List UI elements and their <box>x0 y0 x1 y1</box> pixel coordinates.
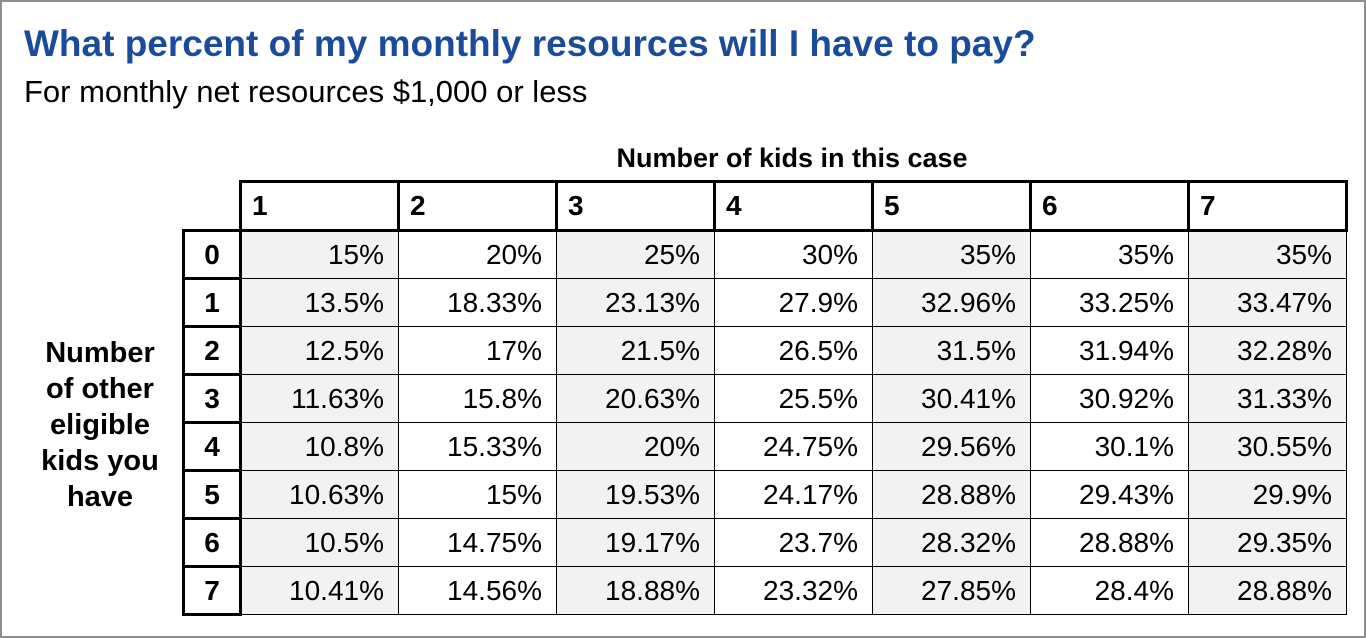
row-header-2: 2 <box>182 325 242 376</box>
table-cell: 10.63% <box>240 470 399 519</box>
table-cell: 23.7% <box>714 518 873 567</box>
table-cell: 29.9% <box>1188 470 1347 519</box>
table-cell: 28.88% <box>1188 566 1347 615</box>
row-header-4: 4 <box>182 421 242 472</box>
table-cell: 23.13% <box>556 278 715 327</box>
table-cell: 13.5% <box>240 278 399 327</box>
table-cell: 27.85% <box>872 566 1031 615</box>
table-cell: 28.4% <box>1030 566 1189 615</box>
table-cell: 15% <box>398 470 557 519</box>
table-cell: 27.9% <box>714 278 873 327</box>
col-header-1: 1 <box>239 180 400 232</box>
table-cell: 32.28% <box>1188 326 1347 375</box>
row-axis-label-line: have <box>66 481 134 513</box>
page-title: What percent of my monthly resources wil… <box>24 23 1036 64</box>
table-cell: 20% <box>556 422 715 471</box>
table-cell: 10.8% <box>240 422 399 471</box>
table-cell: 35% <box>1030 230 1189 279</box>
col-header-2: 2 <box>397 180 558 232</box>
table-cell: 31.5% <box>872 326 1031 375</box>
table-cell: 25% <box>556 230 715 279</box>
row-axis-label: Number of other eligible kids you have <box>18 335 182 515</box>
table-cell: 18.33% <box>398 278 557 327</box>
col-header-5: 5 <box>871 180 1032 232</box>
column-axis-label: Number of kids in this case <box>616 143 968 173</box>
table-cell: 31.33% <box>1188 374 1347 423</box>
table-cell: 30.41% <box>872 374 1031 423</box>
row-header-1: 1 <box>182 277 242 328</box>
table-cell: 21.5% <box>556 326 715 375</box>
row-header-0: 0 <box>182 229 242 280</box>
table-cell: 29.56% <box>872 422 1031 471</box>
row-axis-label-line: of other <box>46 373 154 405</box>
percent-table: 1 2 3 4 5 6 7 0 15% 20% 25% 30% 35% 35% … <box>182 180 1348 616</box>
corner-cell <box>184 182 241 231</box>
col-header-4: 4 <box>713 180 874 232</box>
column-header-row: 1 2 3 4 5 6 7 <box>184 180 1348 232</box>
table-row: 7 10.41% 14.56% 18.88% 23.32% 27.85% 28.… <box>182 565 1347 616</box>
table-cell: 23.32% <box>714 566 873 615</box>
table-cell: 15.33% <box>398 422 557 471</box>
table-cell: 24.75% <box>714 422 873 471</box>
table-cell: 29.35% <box>1188 518 1347 567</box>
row-header-5: 5 <box>182 469 242 520</box>
table-cell: 28.32% <box>872 518 1031 567</box>
table-cell: 11.63% <box>240 374 399 423</box>
table-cell: 28.88% <box>872 470 1031 519</box>
row-header-7: 7 <box>182 565 242 616</box>
page-subtitle: For monthly net resources $1,000 or less <box>24 74 588 109</box>
table-cell: 25.5% <box>714 374 873 423</box>
row-header-6: 6 <box>182 517 242 568</box>
table-cell: 30% <box>714 230 873 279</box>
table-cell: 12.5% <box>240 326 399 375</box>
row-axis-label-line: kids you <box>41 445 159 477</box>
table-cell: 32.96% <box>872 278 1031 327</box>
table-cell: 31.94% <box>1030 326 1189 375</box>
table-cell: 14.75% <box>398 518 557 567</box>
col-header-7: 7 <box>1187 180 1348 232</box>
table-row: 1 13.5% 18.33% 23.13% 27.9% 32.96% 33.25… <box>182 277 1347 328</box>
table-cell: 15% <box>240 230 399 279</box>
table-row: 5 10.63% 15% 19.53% 24.17% 28.88% 29.43%… <box>182 469 1347 520</box>
row-axis-label-line: Number <box>45 337 155 369</box>
table-cell: 18.88% <box>556 566 715 615</box>
table-cell: 14.56% <box>398 566 557 615</box>
table-cell: 28.88% <box>1030 518 1189 567</box>
table-cell: 10.41% <box>240 566 399 615</box>
table-row: 3 11.63% 15.8% 20.63% 25.5% 30.41% 30.92… <box>182 373 1347 424</box>
table-cell: 33.25% <box>1030 278 1189 327</box>
table-cell: 19.17% <box>556 518 715 567</box>
table-row: 0 15% 20% 25% 30% 35% 35% 35% <box>182 229 1347 280</box>
table-cell: 35% <box>1188 230 1347 279</box>
table-cell: 26.5% <box>714 326 873 375</box>
table-cell: 30.1% <box>1030 422 1189 471</box>
table-cell: 15.8% <box>398 374 557 423</box>
table-row: 2 12.5% 17% 21.5% 26.5% 31.5% 31.94% 32.… <box>182 325 1347 376</box>
table-cell: 20.63% <box>556 374 715 423</box>
table-cell: 30.55% <box>1188 422 1347 471</box>
table-row: 4 10.8% 15.33% 20% 24.75% 29.56% 30.1% 3… <box>182 421 1347 472</box>
table-cell: 17% <box>398 326 557 375</box>
table-cell: 30.92% <box>1030 374 1189 423</box>
table-cell: 33.47% <box>1188 278 1347 327</box>
table-cell: 10.5% <box>240 518 399 567</box>
table-row: 6 10.5% 14.75% 19.17% 23.7% 28.32% 28.88… <box>182 517 1347 568</box>
col-header-6: 6 <box>1029 180 1190 232</box>
table-cell: 29.43% <box>1030 470 1189 519</box>
col-header-3: 3 <box>555 180 716 232</box>
table-cell: 24.17% <box>714 470 873 519</box>
table-cell: 19.53% <box>556 470 715 519</box>
table-cell: 20% <box>398 230 557 279</box>
row-axis-label-line: eligible <box>50 409 150 441</box>
table-cell: 35% <box>872 230 1031 279</box>
row-header-3: 3 <box>182 373 242 424</box>
